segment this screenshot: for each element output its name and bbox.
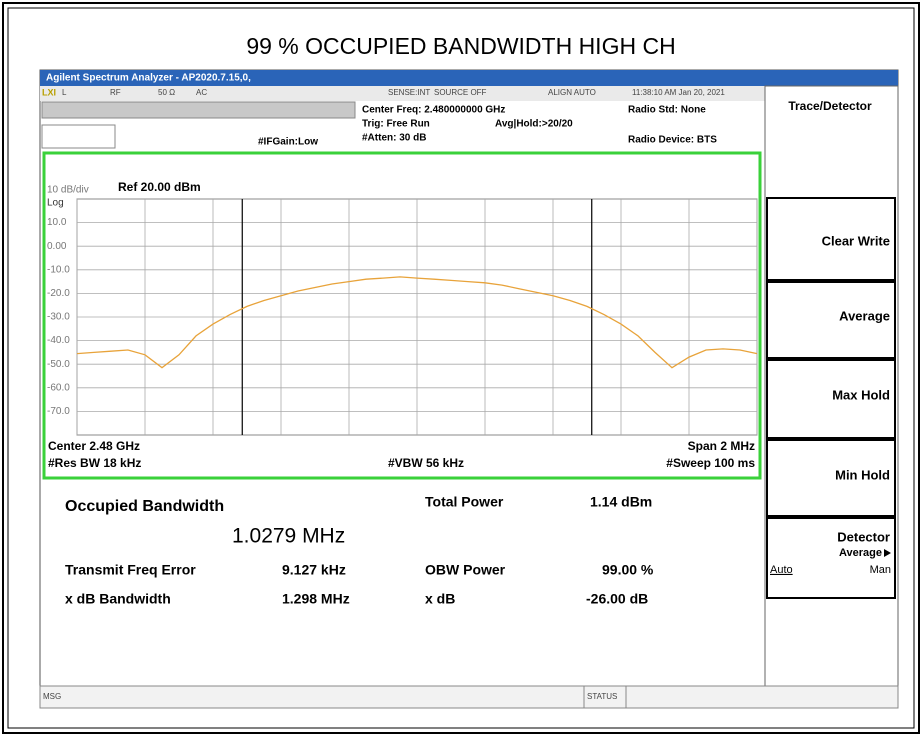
vbw-label: #VBW 56 kHz bbox=[388, 456, 464, 470]
status-item: RF bbox=[110, 88, 121, 97]
status-item: ALIGN AUTO bbox=[548, 88, 596, 97]
softkey-label: Min Hold bbox=[835, 467, 890, 482]
result-label: OBW Power bbox=[425, 562, 506, 578]
status-item: AC bbox=[196, 88, 207, 97]
softkey[interactable] bbox=[766, 517, 896, 599]
softkey[interactable] bbox=[766, 439, 896, 517]
status-item: SENSE:INT bbox=[388, 88, 430, 97]
footer-bar bbox=[39, 685, 899, 709]
status-item: SOURCE OFF bbox=[434, 88, 487, 97]
softkey-option: Man bbox=[870, 564, 891, 576]
log-label: Log bbox=[47, 198, 64, 209]
window-title: Agilent Spectrum Analyzer - AP2020.7.15,… bbox=[46, 73, 251, 84]
setting: #Atten: 30 dB bbox=[362, 133, 426, 144]
plot-frame bbox=[42, 151, 762, 480]
status-item: 50 Ω bbox=[158, 88, 175, 97]
res-bw-label: #Res BW 18 kHz bbox=[48, 456, 141, 470]
softkey[interactable] bbox=[766, 281, 896, 359]
result-label: x dB Bandwidth bbox=[65, 591, 171, 607]
softkey-label: Max Hold bbox=[832, 387, 890, 402]
graticule: 10.0 0.00 -10.0 -20.0 -30.0 -40.0 -50.0 -60.0 -7… bbox=[47, 198, 758, 436]
result-value: 1.0279 MHz bbox=[232, 525, 345, 548]
softkey-value: Average bbox=[839, 547, 882, 559]
softkey-label: Average bbox=[839, 308, 890, 323]
y-tick-label: -10.0 bbox=[47, 264, 70, 275]
lxi-icon: LXI bbox=[42, 87, 56, 97]
result-value: 1.14 dBm bbox=[590, 494, 652, 510]
span-label: Span 2 MHz bbox=[688, 439, 755, 453]
status-item: L bbox=[62, 88, 67, 97]
status-row bbox=[40, 86, 765, 101]
softkey[interactable] bbox=[766, 359, 896, 439]
msg-label: MSG bbox=[43, 692, 61, 701]
y-tick-label: -40.0 bbox=[47, 335, 70, 346]
result-value: 1.298 MHz bbox=[282, 591, 350, 607]
setting: Avg|Hold:>20/20 bbox=[495, 119, 573, 130]
softkey-label: Detector bbox=[837, 529, 890, 544]
input-bar bbox=[41, 101, 356, 119]
arrow-icon bbox=[884, 549, 891, 557]
softkey-option: Auto bbox=[770, 564, 793, 576]
y-tick-label: 10.0 bbox=[47, 217, 67, 228]
result-label: Transmit Freq Error bbox=[65, 562, 196, 578]
softkey-header: Trace/Detector bbox=[788, 99, 872, 113]
y-tick-label: -60.0 bbox=[47, 382, 70, 393]
y-tick-label: -70.0 bbox=[47, 406, 70, 417]
setting: Center Freq: 2.480000000 GHz bbox=[362, 105, 505, 116]
setting: Radio Std: None bbox=[628, 105, 706, 116]
result-value: 9.127 kHz bbox=[282, 562, 346, 578]
inner-frame bbox=[7, 7, 915, 729]
ref-label: Ref 20.00 dBm bbox=[118, 180, 201, 194]
softkey-label: Clear Write bbox=[822, 233, 890, 248]
scale-label: 10 dB/div bbox=[47, 185, 89, 196]
sweep-label: #Sweep 100 ms bbox=[666, 456, 755, 470]
status-box bbox=[583, 685, 627, 709]
y-tick-label: 0.00 bbox=[47, 241, 67, 252]
result-label: Total Power bbox=[425, 494, 504, 510]
setting: #IFGain:Low bbox=[258, 137, 318, 148]
setting: Trig: Free Run bbox=[362, 119, 430, 130]
page-title: 99 % OCCUPIED BANDWIDTH HIGH CH bbox=[246, 33, 675, 59]
trace bbox=[76, 276, 758, 369]
center-label: Center 2.48 GHz bbox=[48, 439, 140, 453]
result-value: -26.00 dB bbox=[586, 591, 648, 607]
result-value: 99.00 % bbox=[602, 562, 654, 578]
y-tick-label: -50.0 bbox=[47, 359, 70, 370]
result-label: x dB bbox=[425, 591, 455, 607]
status-item: 11:38:10 AM Jan 20, 2021 bbox=[632, 88, 725, 97]
input-box bbox=[41, 124, 116, 149]
setting: Radio Device: BTS bbox=[628, 135, 717, 146]
y-tick-label: -30.0 bbox=[47, 312, 70, 323]
status-label: STATUS bbox=[587, 692, 617, 701]
softkey[interactable] bbox=[766, 197, 896, 281]
result-label: Occupied Bandwidth bbox=[65, 498, 224, 515]
title-bar bbox=[40, 70, 898, 86]
y-tick-label: -20.0 bbox=[47, 288, 70, 299]
